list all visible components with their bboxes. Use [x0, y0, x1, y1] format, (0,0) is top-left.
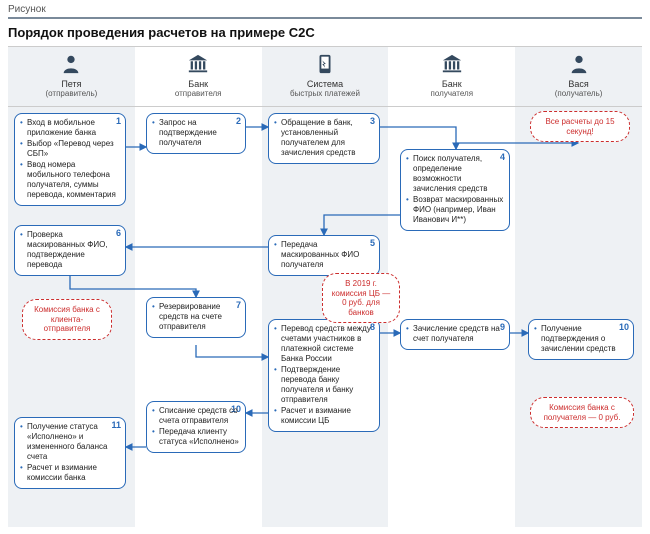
- arrow-2: [380, 127, 456, 149]
- diagram-canvas: 1Вход в мобильное приложение банкаВыбор …: [8, 107, 642, 527]
- node-item: Расчет и взимание комиссии банка: [20, 463, 120, 483]
- node-item: Поиск получателя, определение возможност…: [406, 154, 504, 194]
- node-item: Расчет и взимание комиссии ЦБ: [274, 406, 374, 426]
- column-header-1: Банкотправителя: [135, 47, 262, 106]
- column-header-0: Петя(отправитель): [8, 47, 135, 106]
- node-n10b: 10Списание средств со счета отправителяП…: [146, 401, 246, 453]
- node-item: Выбор «Перевод через СБП»: [20, 139, 120, 159]
- cloud-c_cb: В 2019 г. комиссия ЦБ — 0 руб. для банко…: [322, 273, 400, 323]
- node-n8: 8Перевод средств между счетами участнико…: [268, 319, 380, 432]
- col-line1: Вася: [517, 79, 640, 89]
- node-n11: 11Получение статуса «Исполнено» и измене…: [14, 417, 126, 489]
- node-item: Подтверждение перевода банку получателя …: [274, 365, 374, 405]
- col-line2: быстрых платежей: [264, 89, 387, 98]
- node-item: Обращение в банк, установленный получате…: [274, 118, 374, 158]
- node-n3: 3Обращение в банк, установленный получат…: [268, 113, 380, 164]
- col-line1: Петя: [10, 79, 133, 89]
- node-item: Получение подтверждения о зачислении сре…: [534, 324, 628, 354]
- cloud-c_sender: Комиссия банка с клиента-отправителя: [22, 299, 112, 340]
- cloud-c_time: Все расчеты до 15 секунд!: [530, 111, 630, 142]
- col-line2: (получатель): [517, 89, 640, 98]
- node-item: Вход в мобильное приложение банка: [20, 118, 120, 138]
- node-n2: 2Запрос на подтверждение получателя: [146, 113, 246, 154]
- arrow-6: [70, 273, 196, 297]
- node-item: Передача маскированных ФИО получателя: [274, 240, 374, 270]
- node-n5: 5Передача маскированных ФИО получателя: [268, 235, 380, 276]
- cloud-c_recv: Комиссия банка с получателя — 0 руб.: [530, 397, 634, 428]
- node-item: Запрос на подтверждение получателя: [152, 118, 240, 148]
- node-n7: 7Резервирование средств на счете отправи…: [146, 297, 246, 338]
- node-item: Перевод средств между счетами участников…: [274, 324, 374, 364]
- col-line2: (отправитель): [10, 89, 133, 98]
- node-item: Передача клиенту статуса «Исполнено»: [152, 427, 240, 447]
- node-n6: 6Проверка маскированных ФИО, подтвержден…: [14, 225, 126, 276]
- col-line1: Банк: [137, 79, 260, 89]
- columns-header: Петя(отправитель)БанкотправителяСистемаб…: [8, 46, 642, 107]
- node-item: Зачисление средств на счет получателя: [406, 324, 504, 344]
- node-item: Получение статуса «Исполнено» и измененн…: [20, 422, 120, 462]
- node-n9: 9Зачисление средств на счет получателя: [400, 319, 510, 350]
- node-item: Резервирование средств на счете отправит…: [152, 302, 240, 332]
- column-header-3: Банкполучателя: [388, 47, 515, 106]
- figure-label: Рисунок: [0, 0, 650, 17]
- node-item: Возврат маскированных ФИО (например, Ива…: [406, 195, 504, 225]
- node-n1: 1Вход в мобильное приложение банкаВыбор …: [14, 113, 126, 206]
- column-header-2: Системабыстрых платежей: [262, 47, 389, 106]
- col-line1: Банк: [390, 79, 513, 89]
- node-item: Проверка маскированных ФИО, подтверждени…: [20, 230, 120, 270]
- col-line1: Система: [264, 79, 387, 89]
- arrow-4: [324, 215, 400, 235]
- node-n10: 10Получение подтверждения о зачислении с…: [528, 319, 634, 360]
- node-item: Списание средств со счета отправителя: [152, 406, 240, 426]
- arrow-7: [196, 345, 268, 357]
- column-header-4: Вася(получатель): [515, 47, 642, 106]
- node-n4: 4Поиск получателя, определение возможнос…: [400, 149, 510, 231]
- col-line2: получателя: [390, 89, 513, 98]
- node-item: Ввод номера мобильного телефона получате…: [20, 160, 120, 200]
- top-rule: [8, 17, 642, 19]
- page-title: Порядок проведения расчетов на примере C…: [0, 25, 650, 46]
- col-line2: отправителя: [137, 89, 260, 98]
